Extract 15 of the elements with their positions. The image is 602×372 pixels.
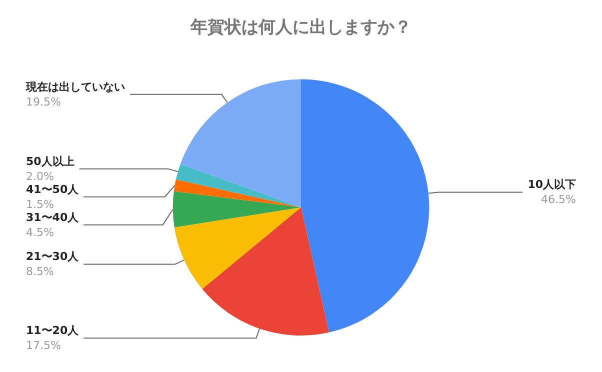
slice-label: 41〜50人 — [26, 182, 80, 196]
slice-label: 50人以上 — [26, 154, 74, 168]
data-label: 1.5% — [26, 198, 54, 211]
slice-label: 21〜30人 — [26, 250, 80, 264]
chart-title: 年賀状は何人に出しますか？ — [190, 18, 412, 38]
slice-label: 11〜20人 — [26, 324, 80, 338]
data-label: 2.0% — [26, 170, 54, 183]
slice-label: 31〜40人 — [26, 210, 80, 224]
data-label: 8.5% — [26, 265, 54, 278]
data-label: 46.5% — [541, 193, 576, 206]
data-label: 17.5% — [26, 339, 61, 352]
slice-label: 現在は出していない — [25, 80, 125, 94]
data-label: 4.5% — [26, 226, 54, 239]
data-label: 19.5% — [26, 95, 61, 108]
slice-label: 10人以下 — [528, 178, 576, 192]
